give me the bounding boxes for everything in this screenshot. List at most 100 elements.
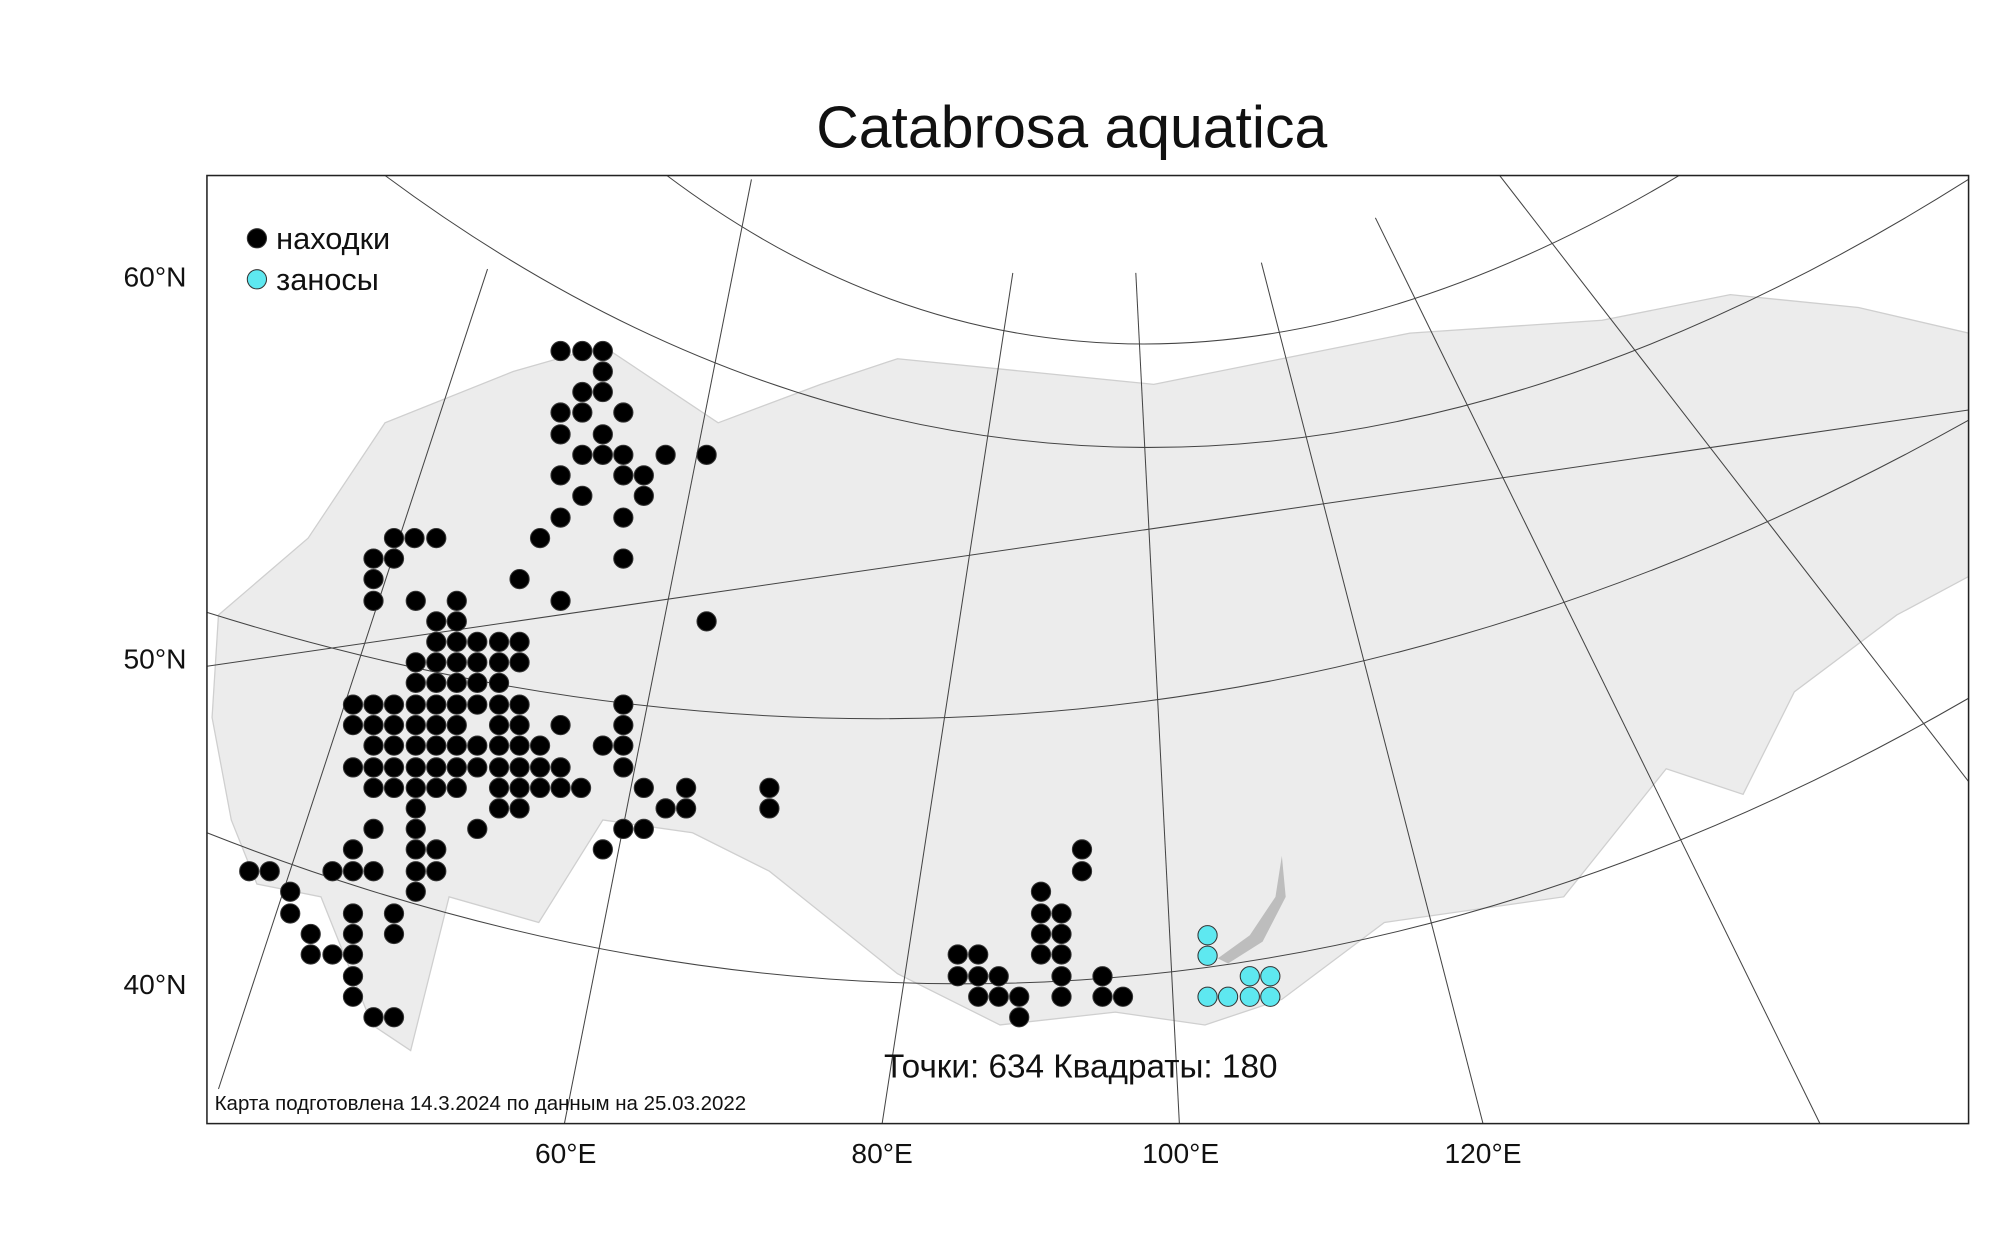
occurrence-dot xyxy=(239,861,260,882)
occurrence-dot xyxy=(446,631,467,652)
occurrence-dot xyxy=(1260,966,1281,987)
occurrence-dot xyxy=(947,944,968,965)
occurrence-dot xyxy=(322,944,343,965)
legend-label: находки xyxy=(276,221,390,256)
occurrence-dot xyxy=(947,966,968,987)
occurrence-dot xyxy=(488,694,510,715)
occurrence-dot xyxy=(550,507,571,528)
occurrence-dot xyxy=(696,444,717,465)
lon-label: 120°E xyxy=(1444,1137,1521,1169)
occurrence-dot xyxy=(1092,986,1113,1007)
occurrence-dot xyxy=(363,861,384,882)
occurrence-dot xyxy=(446,672,467,693)
occurrence-dot xyxy=(405,757,426,778)
occurrence-dot xyxy=(633,485,654,506)
occurrence-dot xyxy=(968,986,989,1007)
occurrence-dot xyxy=(1051,923,1072,945)
occurrence-dot xyxy=(405,818,426,840)
occurrence-dots xyxy=(239,340,1281,1028)
occurrence-dot xyxy=(342,839,364,860)
occurrence-dot xyxy=(550,777,571,799)
occurrence-dot xyxy=(426,672,447,693)
occurrence-dot xyxy=(342,986,364,1007)
occurrence-dot xyxy=(675,798,697,819)
occurrence-dot xyxy=(405,881,426,902)
occurrence-dot xyxy=(696,611,717,632)
occurrence-dot xyxy=(1239,966,1260,987)
occurrence-dot xyxy=(509,631,530,652)
occurrence-dot xyxy=(446,694,467,715)
occurrence-dot xyxy=(426,631,447,652)
occurrence-dot xyxy=(467,652,488,673)
occurrence-dot xyxy=(1071,861,1093,882)
occurrence-dot xyxy=(342,903,364,924)
occurrence-dot xyxy=(426,694,447,715)
occurrence-dot xyxy=(613,818,634,840)
occurrence-dot xyxy=(426,839,447,860)
lat-label: 60°N xyxy=(123,261,186,293)
occurrence-dot xyxy=(488,715,510,736)
occurrence-dot xyxy=(363,694,384,715)
occurrence-dot xyxy=(426,527,447,549)
occurrence-dot xyxy=(467,694,488,715)
occurrence-dot xyxy=(572,402,593,423)
occurrence-dot xyxy=(988,966,1009,987)
occurrence-dot xyxy=(592,839,613,860)
occurrence-dot xyxy=(613,757,634,778)
occurrence-dot xyxy=(467,818,488,840)
occurrence-dot xyxy=(592,444,613,465)
occurrence-dot xyxy=(529,757,551,778)
map-note: Карта подготовлена 14.3.2024 по данным н… xyxy=(215,1092,747,1115)
occurrence-dot xyxy=(446,777,467,799)
occurrence-dot xyxy=(467,672,488,693)
legend-swatch xyxy=(246,228,268,249)
occurrence-dot xyxy=(405,839,426,860)
occurrence-dot xyxy=(509,798,530,819)
occurrence-dot xyxy=(405,590,426,611)
occurrence-dot xyxy=(383,694,405,715)
occurrence-dot xyxy=(383,527,405,549)
occurrence-dot xyxy=(759,777,780,799)
occurrence-dot xyxy=(655,444,676,465)
occurrence-dot xyxy=(488,757,510,778)
occurrence-dot xyxy=(1239,986,1260,1007)
occurrence-dot xyxy=(363,735,384,756)
occurrence-dot xyxy=(592,361,613,382)
occurrence-dot xyxy=(1030,923,1052,945)
occurrence-dot xyxy=(1030,944,1052,965)
occurrence-dot xyxy=(1260,986,1281,1007)
occurrence-dot xyxy=(550,590,571,611)
occurrence-dot xyxy=(592,381,613,403)
stats: Точки: 634 Квадраты: 180 xyxy=(884,1048,1278,1085)
occurrence-dot xyxy=(1051,986,1072,1007)
occurrence-dot xyxy=(572,485,593,506)
occurrence-dot xyxy=(405,735,426,756)
occurrence-dot xyxy=(383,1007,405,1028)
map-frame xyxy=(206,174,1970,1125)
occurrence-dot xyxy=(633,465,654,486)
occurrence-dot xyxy=(405,672,426,693)
occurrence-dot xyxy=(342,715,364,736)
occurrence-dot xyxy=(550,465,571,486)
occurrence-dot xyxy=(446,611,467,632)
occurrence-dot xyxy=(1217,986,1239,1007)
occurrence-dot xyxy=(363,757,384,778)
occurrence-dot xyxy=(759,798,780,819)
occurrence-dot xyxy=(322,861,343,882)
occurrence-dot xyxy=(467,735,488,756)
occurrence-dot xyxy=(1030,881,1052,902)
lake-baikal xyxy=(1217,855,1286,964)
occurrence-dot xyxy=(550,757,571,778)
occurrence-dot xyxy=(342,966,364,987)
occurrence-dot xyxy=(446,715,467,736)
occurrence-dot xyxy=(570,777,592,799)
occurrence-dot xyxy=(1051,903,1072,924)
occurrence-dot xyxy=(426,757,447,778)
legend-label: заносы xyxy=(276,262,379,297)
occurrence-dot xyxy=(1197,986,1218,1007)
occurrence-dot xyxy=(968,944,989,965)
occurrence-dot xyxy=(592,340,613,362)
occurrence-dot xyxy=(1197,925,1218,946)
occurrence-dot xyxy=(1030,903,1052,924)
